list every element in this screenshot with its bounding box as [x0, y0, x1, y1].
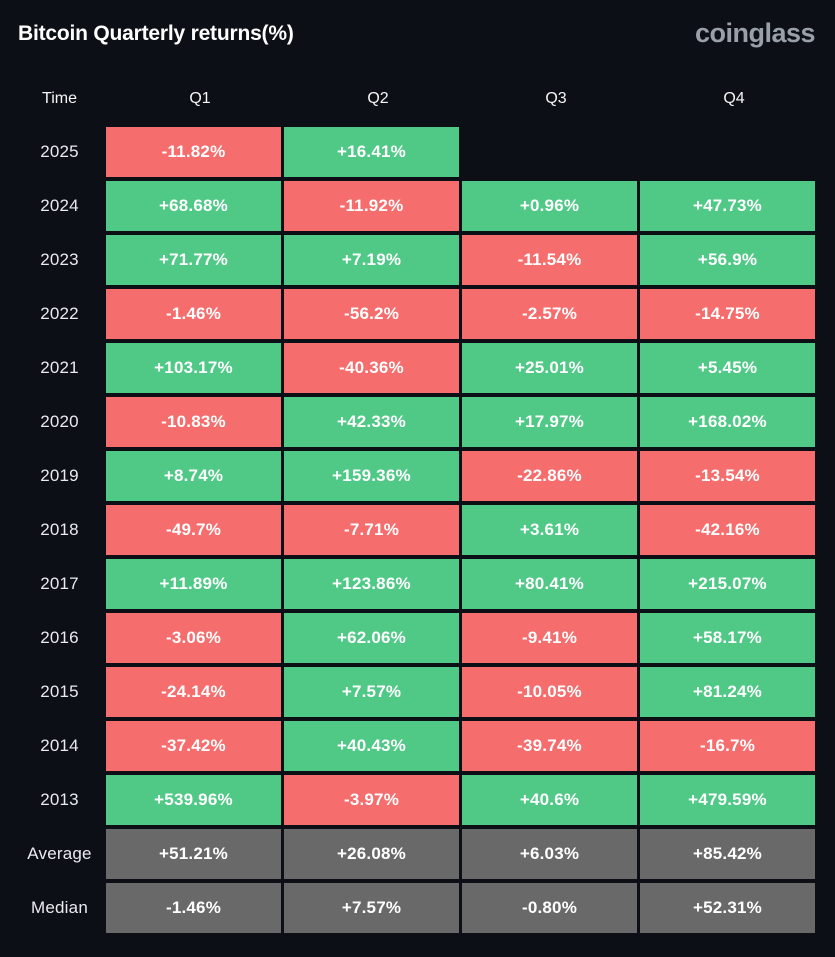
- return-cell: +16.41%: [284, 127, 459, 177]
- column-header-q3: Q3: [545, 90, 567, 107]
- column-header-q4: Q4: [723, 90, 745, 107]
- return-cell: +7.19%: [284, 235, 459, 285]
- return-cell: +62.06%: [284, 613, 459, 663]
- return-cell: -16.7%: [640, 721, 815, 771]
- row-label: 2015: [40, 682, 79, 701]
- return-cell: -13.54%: [640, 451, 815, 501]
- return-cell: +5.45%: [640, 343, 815, 393]
- row-label: 2021: [40, 358, 79, 377]
- return-cell: +7.57%: [284, 883, 459, 933]
- column-header-q1: Q1: [189, 90, 211, 107]
- row-label: 2025: [40, 142, 79, 161]
- card-header: Bitcoin Quarterly returns(%) coinglass: [0, 0, 835, 47]
- return-cell: +7.57%: [284, 667, 459, 717]
- row-label: 2018: [40, 520, 79, 539]
- return-cell: +11.89%: [106, 559, 281, 609]
- return-cell: +52.31%: [640, 883, 815, 933]
- return-cell: -40.36%: [284, 343, 459, 393]
- return-cell: +26.08%: [284, 829, 459, 879]
- return-cell: -0.80%: [462, 883, 637, 933]
- return-cell: -7.71%: [284, 505, 459, 555]
- return-cell: -1.46%: [106, 883, 281, 933]
- return-cell: +25.01%: [462, 343, 637, 393]
- row-label: 2016: [40, 628, 79, 647]
- return-cell: -56.2%: [284, 289, 459, 339]
- row-label: 2024: [40, 196, 79, 215]
- column-header-q2: Q2: [367, 90, 389, 107]
- return-cell: -24.14%: [106, 667, 281, 717]
- empty-cell: [640, 127, 815, 177]
- row-label: 2022: [40, 304, 79, 323]
- return-cell: -9.41%: [462, 613, 637, 663]
- return-cell: +80.41%: [462, 559, 637, 609]
- return-cell: +3.61%: [462, 505, 637, 555]
- return-cell: +168.02%: [640, 397, 815, 447]
- return-cell: +47.73%: [640, 181, 815, 231]
- return-cell: -42.16%: [640, 505, 815, 555]
- return-cell: -14.75%: [640, 289, 815, 339]
- return-cell: +71.77%: [106, 235, 281, 285]
- return-cell: +56.9%: [640, 235, 815, 285]
- return-cell: +42.33%: [284, 397, 459, 447]
- coinglass-logo: coinglass: [694, 18, 816, 48]
- empty-cell: [462, 127, 637, 177]
- return-cell: +8.74%: [106, 451, 281, 501]
- row-label: 2017: [40, 574, 79, 593]
- row-label: 2013: [40, 790, 79, 809]
- return-cell: +123.86%: [284, 559, 459, 609]
- return-cell: +6.03%: [462, 829, 637, 879]
- return-cell: +159.36%: [284, 451, 459, 501]
- return-cell: +58.17%: [640, 613, 815, 663]
- return-cell: +40.6%: [462, 775, 637, 825]
- return-cell: -37.42%: [106, 721, 281, 771]
- row-label: 2020: [40, 412, 79, 431]
- return-cell: -11.54%: [462, 235, 637, 285]
- returns-table-header: Time Q1 Q2 Q3 Q4: [0, 90, 835, 108]
- return-cell: +0.96%: [462, 181, 637, 231]
- return-cell: -39.74%: [462, 721, 637, 771]
- returns-table-body: 2025 -11.82% +16.41% 2024 +68.68% -11.92% +0.9…: [0, 127, 835, 933]
- return-cell: +215.07%: [640, 559, 815, 609]
- return-cell: +68.68%: [106, 181, 281, 231]
- return-cell: -1.46%: [106, 289, 281, 339]
- row-label: 2014: [40, 736, 79, 755]
- return-cell: -49.7%: [106, 505, 281, 555]
- return-cell: -3.97%: [284, 775, 459, 825]
- return-cell: +17.97%: [462, 397, 637, 447]
- return-cell: +51.21%: [106, 829, 281, 879]
- return-cell: -22.86%: [462, 451, 637, 501]
- return-cell: -3.06%: [106, 613, 281, 663]
- return-cell: -11.82%: [106, 127, 281, 177]
- return-cell: -2.57%: [462, 289, 637, 339]
- return-cell: -10.05%: [462, 667, 637, 717]
- return-cell: +81.24%: [640, 667, 815, 717]
- return-cell: +103.17%: [106, 343, 281, 393]
- return-cell: -10.83%: [106, 397, 281, 447]
- column-header-time: Time: [42, 90, 77, 107]
- row-label: Median: [31, 898, 88, 917]
- row-label: Average: [27, 844, 92, 863]
- row-label: 2019: [40, 466, 79, 485]
- return-cell: +40.43%: [284, 721, 459, 771]
- row-label: 2023: [40, 250, 79, 269]
- page-title: Bitcoin Quarterly returns(%): [18, 21, 294, 45]
- return-cell: +539.96%: [106, 775, 281, 825]
- return-cell: +479.59%: [640, 775, 815, 825]
- return-cell: +85.42%: [640, 829, 815, 879]
- return-cell: -11.92%: [284, 181, 459, 231]
